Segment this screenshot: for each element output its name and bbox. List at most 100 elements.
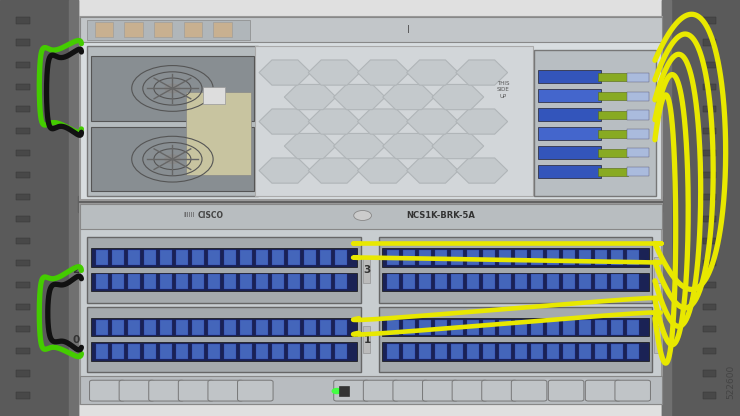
Bar bbox=[192, 274, 204, 289]
Bar bbox=[272, 319, 283, 334]
Bar bbox=[610, 250, 622, 265]
Bar bbox=[320, 319, 332, 334]
Bar bbox=[388, 274, 400, 289]
Bar bbox=[703, 62, 716, 68]
Bar bbox=[223, 250, 236, 265]
Bar bbox=[96, 344, 108, 359]
Bar bbox=[388, 319, 400, 334]
Bar bbox=[335, 319, 348, 334]
Bar bbox=[451, 344, 463, 359]
Bar bbox=[272, 274, 283, 289]
Bar bbox=[703, 17, 716, 24]
Bar bbox=[703, 370, 716, 376]
Bar bbox=[579, 274, 591, 289]
Bar bbox=[80, 17, 662, 42]
Bar bbox=[87, 46, 258, 196]
Bar bbox=[451, 319, 463, 334]
Bar bbox=[467, 344, 479, 359]
Bar bbox=[128, 319, 140, 334]
Bar bbox=[223, 274, 236, 289]
FancyBboxPatch shape bbox=[423, 380, 458, 401]
Bar bbox=[223, 344, 236, 359]
Bar bbox=[16, 260, 30, 266]
FancyBboxPatch shape bbox=[149, 380, 184, 401]
Bar bbox=[335, 344, 348, 359]
Bar bbox=[91, 56, 254, 121]
Bar bbox=[595, 344, 607, 359]
Bar bbox=[627, 110, 649, 119]
Bar bbox=[515, 250, 527, 265]
Bar bbox=[256, 344, 268, 359]
Bar bbox=[87, 237, 361, 303]
Bar bbox=[87, 20, 250, 40]
Bar bbox=[160, 274, 172, 289]
Bar bbox=[208, 274, 220, 289]
Bar bbox=[595, 274, 607, 289]
Bar bbox=[703, 238, 716, 244]
Bar bbox=[128, 250, 140, 265]
Bar bbox=[80, 17, 662, 200]
Bar bbox=[16, 84, 30, 90]
Bar bbox=[69, 0, 78, 416]
Bar bbox=[112, 274, 124, 289]
FancyBboxPatch shape bbox=[334, 380, 369, 401]
Bar bbox=[303, 250, 315, 265]
Bar bbox=[203, 87, 225, 104]
Bar bbox=[483, 344, 495, 359]
Bar bbox=[662, 0, 671, 416]
Bar bbox=[16, 106, 30, 112]
Bar bbox=[499, 319, 511, 334]
Bar bbox=[288, 344, 300, 359]
Text: 522600: 522600 bbox=[726, 365, 735, 399]
Bar bbox=[547, 319, 559, 334]
Bar bbox=[563, 250, 575, 265]
Bar bbox=[91, 248, 357, 267]
Bar bbox=[288, 319, 300, 334]
Bar bbox=[598, 92, 628, 100]
Bar bbox=[515, 344, 527, 359]
Bar bbox=[379, 307, 652, 372]
Bar bbox=[538, 127, 602, 140]
Text: اااااا: اااااا bbox=[183, 213, 195, 218]
Bar bbox=[16, 150, 30, 156]
FancyBboxPatch shape bbox=[363, 380, 399, 401]
Bar bbox=[144, 319, 156, 334]
Bar bbox=[598, 130, 628, 138]
Bar bbox=[703, 128, 716, 134]
Bar bbox=[256, 319, 268, 334]
Bar bbox=[240, 344, 252, 359]
Bar bbox=[192, 344, 204, 359]
Bar bbox=[531, 344, 543, 359]
FancyBboxPatch shape bbox=[238, 380, 273, 401]
Bar bbox=[435, 344, 447, 359]
Bar bbox=[703, 194, 716, 201]
Bar bbox=[547, 274, 559, 289]
Bar bbox=[653, 327, 661, 353]
Bar bbox=[610, 344, 622, 359]
Bar bbox=[379, 237, 652, 303]
Bar bbox=[78, 196, 662, 212]
Bar bbox=[653, 257, 661, 283]
Bar bbox=[128, 344, 140, 359]
Bar bbox=[160, 319, 172, 334]
Bar bbox=[388, 344, 400, 359]
Bar bbox=[703, 150, 716, 156]
Bar bbox=[96, 274, 108, 289]
FancyBboxPatch shape bbox=[511, 380, 547, 401]
Bar bbox=[595, 319, 607, 334]
Bar bbox=[80, 376, 662, 404]
Bar bbox=[176, 344, 188, 359]
Bar bbox=[96, 319, 108, 334]
Bar bbox=[703, 326, 716, 332]
Bar bbox=[451, 274, 463, 289]
FancyBboxPatch shape bbox=[452, 380, 488, 401]
FancyBboxPatch shape bbox=[548, 380, 584, 401]
Circle shape bbox=[165, 84, 180, 93]
Bar bbox=[192, 250, 204, 265]
Bar bbox=[160, 250, 172, 265]
Bar bbox=[703, 392, 716, 399]
Bar bbox=[208, 250, 220, 265]
Bar bbox=[451, 250, 463, 265]
Bar bbox=[240, 274, 252, 289]
Text: THIS
SIDE
UP: THIS SIDE UP bbox=[497, 81, 510, 99]
